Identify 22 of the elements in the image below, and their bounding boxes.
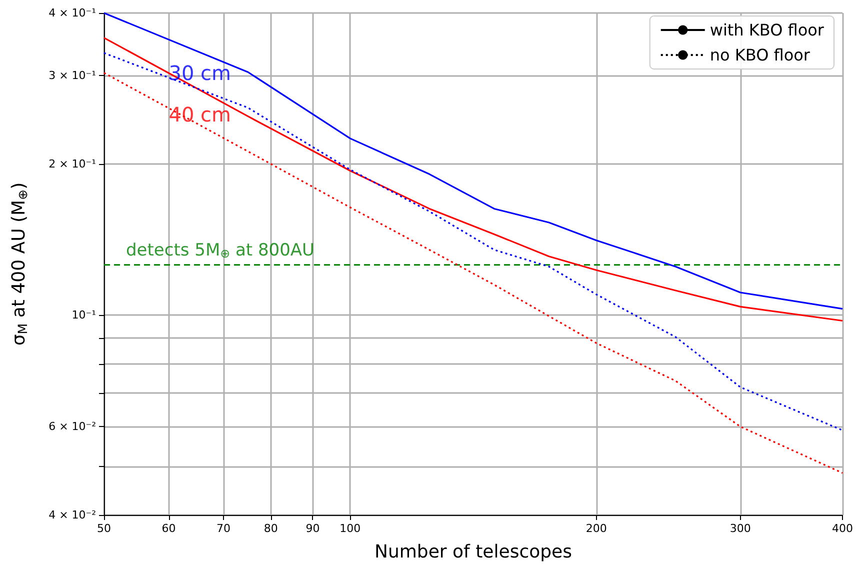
x-tick-label: 300	[730, 522, 751, 535]
x-tick-label: 100	[340, 522, 361, 535]
y-tick-label: 3 × 10⁻¹	[48, 69, 96, 82]
x-tick-label: 80	[264, 522, 278, 535]
annotation: 30 cm	[168, 60, 232, 85]
y-tick-label: 10⁻¹	[72, 308, 96, 322]
x-axis-title: Number of telescopes	[374, 542, 572, 562]
legend-label: with KBO floor	[710, 20, 824, 40]
x-tick-label: 90	[306, 522, 320, 535]
y-axis-title: σM at 400 AU (M⊕)	[8, 182, 30, 346]
x-tick-label: 70	[216, 522, 230, 535]
x-tick-label: 60	[162, 522, 176, 535]
x-tick-label: 200	[586, 522, 607, 535]
annotation: 40 cm	[168, 102, 232, 127]
y-tick-label: 6 × 10⁻²	[48, 420, 96, 434]
y-tick-label: 2 × 10⁻¹	[48, 158, 96, 171]
ref-line-label: detects 5M⊕ at 800AU	[126, 240, 315, 261]
y-tick-label: 4 × 10⁻²	[48, 508, 96, 522]
x-tick-label: 400	[832, 522, 853, 535]
y-tick-label: 4 × 10⁻¹	[48, 6, 96, 20]
x-tick-label: 50	[97, 522, 111, 535]
legend-label: no KBO floor	[710, 46, 810, 64]
